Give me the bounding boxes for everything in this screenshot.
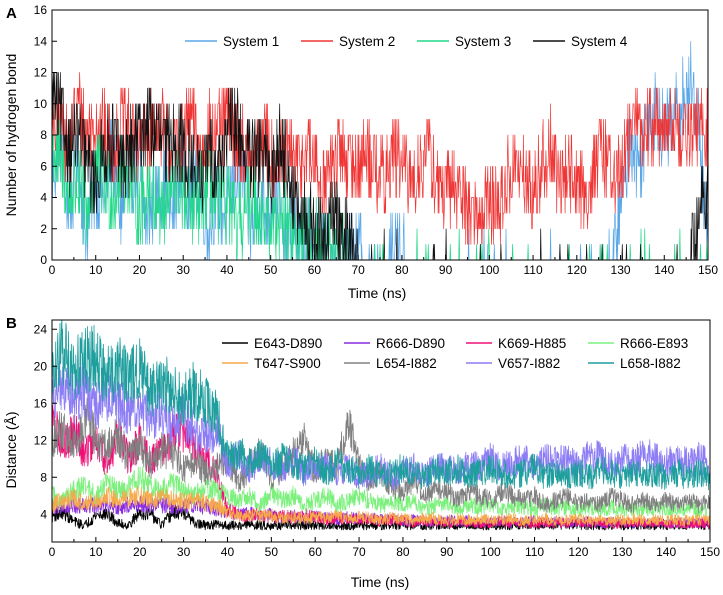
x-tick-label: 110 <box>525 545 544 559</box>
x-tick-label: 120 <box>568 545 588 559</box>
legend-label: K669-H885 <box>498 336 566 351</box>
x-tick-label: 90 <box>439 263 453 277</box>
x-tick-label: 50 <box>265 545 279 559</box>
y-tick-label: 14 <box>34 34 48 48</box>
y-tick-label: 10 <box>34 97 48 111</box>
series-line-system-1 <box>52 40 708 260</box>
x-tick-label: 10 <box>89 263 103 277</box>
series-line-system-3 <box>52 119 708 260</box>
y-tick-label: 4 <box>40 191 47 205</box>
panel-a-y-axis-title: Number of hydrogen bond <box>3 54 19 217</box>
legend-label: R666-E893 <box>620 336 688 351</box>
y-tick-label: 12 <box>34 66 48 80</box>
x-tick-label: 30 <box>177 263 191 277</box>
x-tick-label: 40 <box>220 263 234 277</box>
panel-b-label: B <box>6 315 17 332</box>
panel-b-x-ticks: 0 10 20 30 40 50 60 70 80 90 100 110 120 130 140 150 <box>49 537 720 559</box>
y-tick-label: 24 <box>34 322 48 336</box>
y-tick-label: 20 <box>34 359 48 373</box>
panel-b-series-layer <box>52 320 710 531</box>
x-tick-label: 20 <box>133 545 147 559</box>
y-tick-label: 6 <box>40 159 47 173</box>
series-line-t647-s900 <box>52 485 710 527</box>
x-tick-label: 130 <box>612 545 632 559</box>
panel-b-y-axis-title: Distance (Å) <box>3 411 19 488</box>
legend-label: System 2 <box>339 34 395 49</box>
y-tick-label: 12 <box>34 433 48 447</box>
panel-b-y-ticks: 4 8 12 16 20 24 <box>34 322 57 521</box>
x-tick-label: 150 <box>700 545 720 559</box>
legend-label: System 3 <box>455 34 511 49</box>
y-tick-label: 16 <box>34 3 48 17</box>
panel-a-x-ticks: 0 10 20 30 40 50 60 70 80 90 100 110 120 130 140 150 <box>49 255 718 277</box>
series-line-l658-i882 <box>52 320 710 491</box>
panel-a-legend: System 1 System 2 System 3 System 4 <box>185 34 628 49</box>
x-tick-label: 20 <box>133 263 147 277</box>
panel-b-plot: 0 10 20 30 40 50 60 70 80 90 100 110 120 130 140 150 4 8… <box>3 319 720 590</box>
x-tick-label: 40 <box>221 545 235 559</box>
x-tick-label: 90 <box>440 545 454 559</box>
legend-label: T647-S900 <box>254 356 321 371</box>
x-tick-label: 130 <box>611 263 631 277</box>
series-line-v657-i882 <box>52 356 710 491</box>
legend-label: E643-D890 <box>254 336 322 351</box>
y-tick-label: 4 <box>40 507 47 521</box>
panel-a-series-layer <box>52 40 708 260</box>
legend-label: System 4 <box>571 34 628 49</box>
panel-a-plot: 0 10 20 30 40 50 60 70 80 90 100 110 120 130 140 150 0 2… <box>3 3 718 301</box>
legend-label: R666-D890 <box>376 336 445 351</box>
series-line-system-4 <box>52 56 708 260</box>
panel-a-y-ticks: 0 2 4 6 8 10 12 14 16 <box>34 3 57 267</box>
x-tick-label: 0 <box>49 263 56 277</box>
x-tick-label: 150 <box>698 263 718 277</box>
legend-label: V657-I882 <box>498 356 560 371</box>
y-tick-label: 8 <box>40 470 47 484</box>
x-tick-label: 70 <box>351 263 365 277</box>
legend-label: L658-I882 <box>620 356 681 371</box>
x-tick-label: 0 <box>49 545 56 559</box>
x-tick-label: 60 <box>309 545 323 559</box>
x-tick-label: 60 <box>308 263 322 277</box>
y-tick-label: 2 <box>40 222 47 236</box>
x-tick-label: 70 <box>352 545 366 559</box>
x-tick-label: 80 <box>396 545 410 559</box>
panel-b-x-axis-title: Time (ns) <box>351 574 410 590</box>
x-tick-label: 100 <box>479 263 499 277</box>
x-tick-label: 140 <box>656 545 676 559</box>
y-tick-label: 0 <box>40 253 47 267</box>
x-tick-label: 50 <box>264 263 278 277</box>
y-tick-label: 16 <box>34 396 48 410</box>
x-tick-label: 100 <box>481 545 501 559</box>
panel-b-legend: E643-D890 R666-D890 K669-H885 R666-E893 T647… <box>222 336 688 371</box>
y-tick-label: 8 <box>40 128 47 142</box>
x-tick-label: 10 <box>89 545 103 559</box>
panel-a-x-axis-title: Time (ns) <box>348 285 407 301</box>
x-tick-label: 80 <box>395 263 409 277</box>
x-tick-label: 140 <box>654 263 674 277</box>
legend-label: System 1 <box>223 34 279 49</box>
legend-label: L654-I882 <box>376 356 437 371</box>
panel-a-label: A <box>6 5 17 22</box>
x-tick-label: 120 <box>567 263 587 277</box>
x-tick-label: 30 <box>177 545 191 559</box>
x-tick-label: 110 <box>523 263 542 277</box>
